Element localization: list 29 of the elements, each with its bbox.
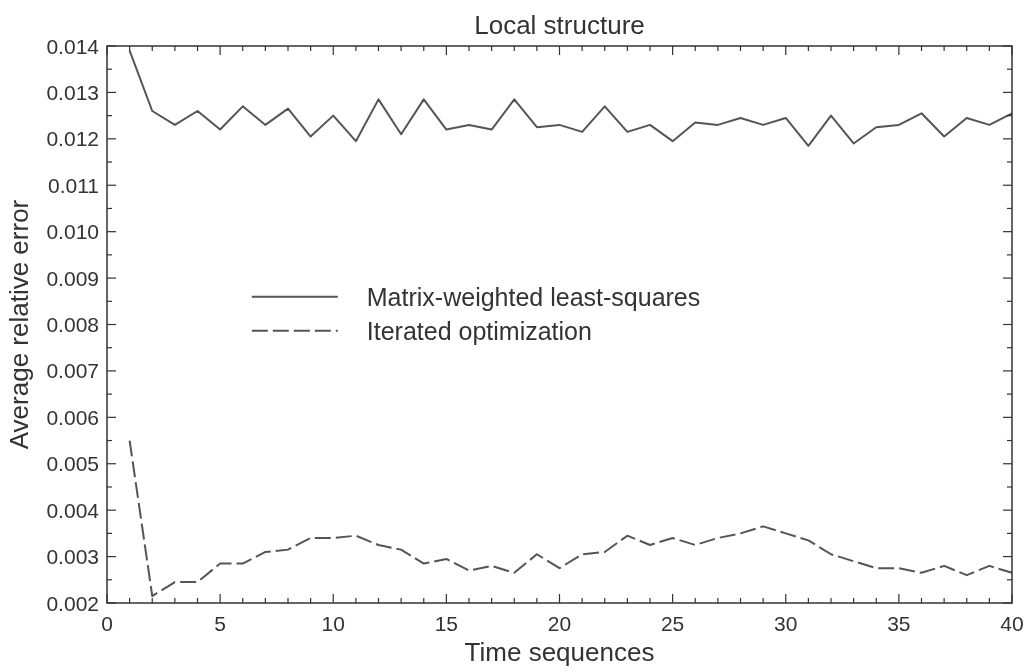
x-tick-label: 0 [101,612,113,635]
y-tick-label: 0.010 [46,220,99,244]
y-tick-label: 0.002 [46,591,99,615]
x-tick-label: 15 [434,612,459,635]
y-tick-label: 0.007 [46,359,99,383]
y-tick-label: 0.008 [46,313,99,337]
y-tick-label: 0.005 [46,452,99,476]
y-tick-label: 0.003 [46,545,99,569]
x-tick-label: 30 [774,612,798,635]
legend-label: Iterated optimization [366,316,592,345]
x-tick-label: 35 [887,612,911,635]
x-axis-title: Time sequences [464,637,655,667]
x-tick-label: 10 [321,612,345,635]
x-tick-label: 5 [214,612,226,635]
y-tick-label: 0.014 [46,34,100,58]
x-tick-label: 40 [1000,612,1024,635]
line-series [128,49,1013,147]
y-tick-label: 0.012 [46,127,99,151]
x-tick-label: 25 [660,612,685,635]
chart-title: Local structure [474,10,645,40]
y-axis-title: Average relative error [4,199,34,450]
legend-label: Matrix-weighted least-squares [366,282,701,311]
y-tick-label: 0.013 [46,80,99,104]
y-tick-label: 0.004 [46,498,100,522]
line-series [128,439,1013,598]
y-tick-label: 0.009 [46,266,99,290]
x-tick-label: 20 [547,612,572,635]
y-tick-label: 0.011 [48,173,99,197]
y-tick-label: 0.006 [46,405,99,429]
